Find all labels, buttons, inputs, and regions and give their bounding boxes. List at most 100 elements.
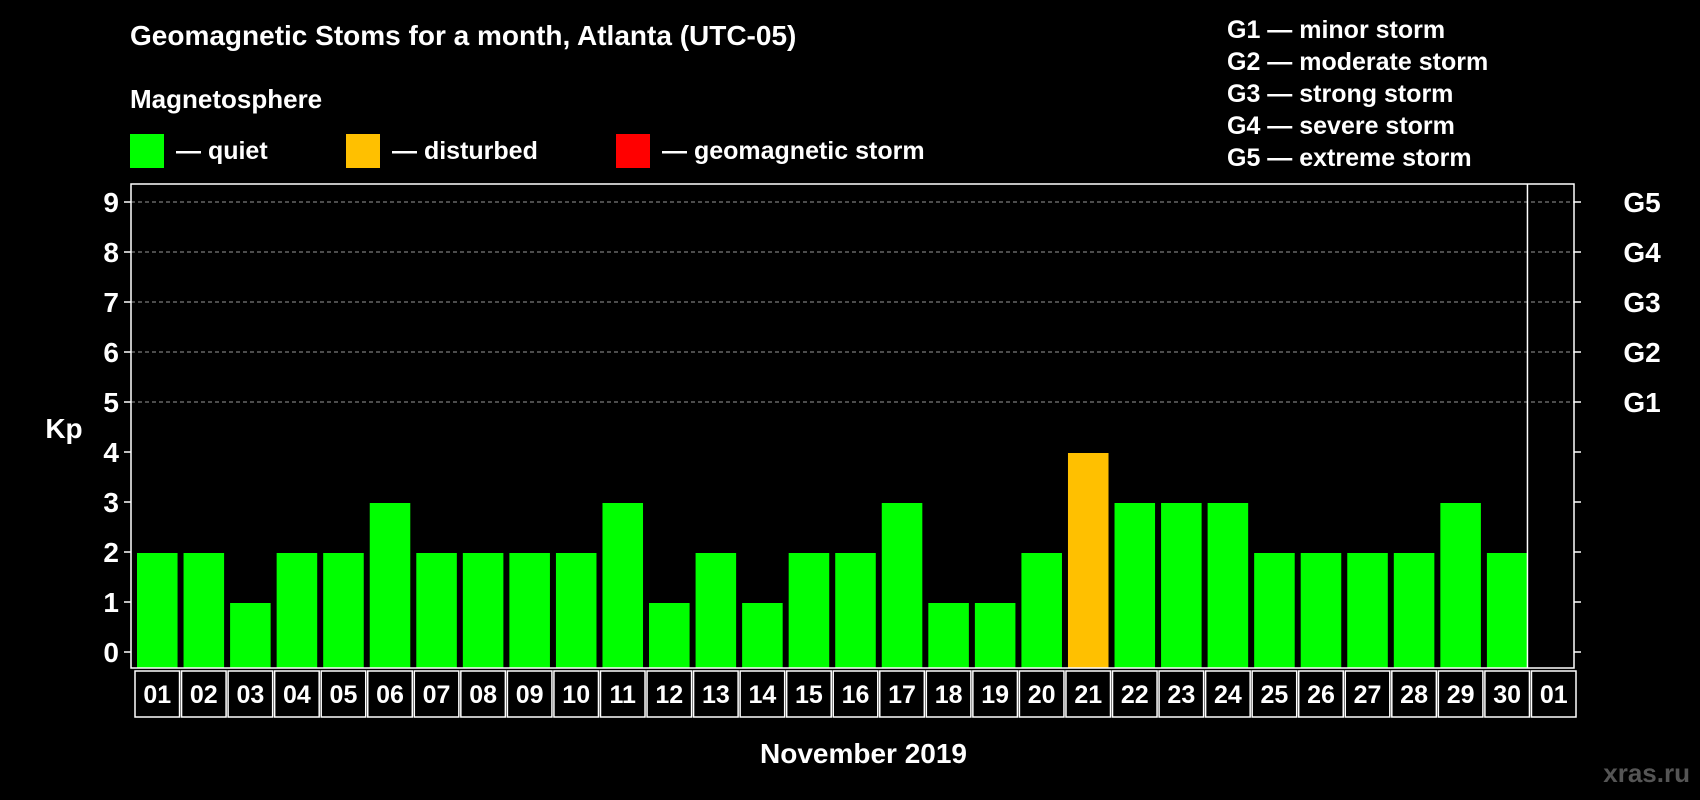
- x-tick-box: [366, 670, 414, 718]
- x-tick-box: [1530, 670, 1577, 718]
- y-tick-label: 0: [103, 637, 119, 668]
- x-tick-label: 13: [702, 681, 730, 709]
- legend-item-quiet: — quiet: [130, 134, 268, 168]
- x-tick-box: [972, 670, 1019, 718]
- x-tick-label: 26: [1307, 681, 1335, 709]
- x-tick-box: [227, 670, 274, 718]
- x-tick-box: [692, 670, 739, 718]
- legend-swatch-storm: [616, 134, 650, 168]
- y-tick-label: 4: [103, 437, 119, 468]
- y-axis-title: Kp: [45, 413, 82, 444]
- kp-bar: [555, 553, 597, 668]
- kp-bar: [602, 503, 644, 668]
- x-tick-box: [785, 670, 832, 718]
- kp-bar: [1440, 503, 1481, 668]
- g-axis-label: G3: [1623, 287, 1660, 318]
- kp-bar: [1114, 503, 1156, 668]
- x-tick-box: [506, 670, 553, 718]
- x-tick-box: [1297, 670, 1345, 718]
- x-tick-box: [832, 670, 879, 718]
- y-tick-label: 9: [103, 187, 119, 218]
- y-tick-label: 2: [103, 537, 119, 568]
- x-tick-box: [1251, 670, 1298, 718]
- x-tick-label: 07: [423, 681, 451, 709]
- x-tick-box: [1437, 670, 1484, 718]
- x-tick-label: 12: [655, 681, 683, 709]
- legend-label-quiet: — quiet: [176, 136, 268, 165]
- x-tick-label: 18: [935, 681, 963, 709]
- y-tick-label: 7: [103, 287, 119, 318]
- g-scale-item: G4 — severe storm: [1227, 112, 1455, 140]
- kp-bar: [649, 603, 690, 668]
- x-tick-label: 08: [469, 681, 497, 709]
- kp-bar: [928, 603, 969, 668]
- x-tick-box: [1204, 670, 1251, 718]
- kp-bar: [1300, 553, 1342, 668]
- x-tick-box: [1484, 670, 1531, 718]
- plot-frame: [130, 183, 1575, 669]
- g-axis-label: G1: [1623, 387, 1660, 418]
- x-tick-label: 25: [1261, 681, 1289, 709]
- x-tick-label: 17: [888, 681, 916, 709]
- kp-bar: [369, 503, 411, 668]
- x-tick-label: 15: [795, 681, 823, 709]
- legend-heading: Magnetosphere: [130, 84, 323, 114]
- kp-bar: [1207, 503, 1249, 668]
- y-tick-label: 6: [103, 337, 119, 368]
- x-tick-box: [1344, 670, 1391, 718]
- kp-bar: [509, 553, 550, 668]
- x-tick-box: [273, 670, 320, 718]
- x-tick-box: [553, 670, 600, 718]
- kp-bar: [788, 553, 830, 668]
- x-tick-box: [879, 670, 926, 718]
- kp-bar: [974, 603, 1016, 668]
- x-tick-box: [1158, 670, 1205, 718]
- x-tick-box: [320, 670, 367, 718]
- kp-bar: [742, 603, 783, 668]
- x-tick-box: [646, 670, 693, 718]
- g-axis-label: G2: [1623, 337, 1660, 368]
- x-tick-box: [180, 670, 227, 718]
- x-tick-label: 01: [143, 681, 171, 709]
- x-tick-box: [1065, 670, 1112, 718]
- x-tick-label: 24: [1214, 681, 1242, 709]
- legend-swatch-quiet: [130, 134, 164, 168]
- legend-swatch-disturbed: [346, 134, 380, 168]
- x-tick-label: 02: [190, 681, 218, 709]
- legend-item-disturbed: — disturbed: [346, 134, 538, 168]
- x-tick-label: 23: [1167, 681, 1195, 709]
- kp-bar: [462, 553, 504, 668]
- x-tick-label: 28: [1400, 681, 1428, 709]
- y-tick-label: 5: [103, 387, 119, 418]
- kp-bar: [1021, 553, 1062, 668]
- x-tick-box: [1391, 670, 1438, 718]
- x-tick-label: 05: [330, 681, 358, 709]
- legend-label-disturbed: — disturbed: [392, 136, 538, 165]
- kp-bar: [1161, 503, 1202, 668]
- kp-bar: [1347, 553, 1388, 668]
- x-tick-label: 09: [516, 681, 544, 709]
- kp-bar: [1393, 553, 1435, 668]
- x-tick-box: [739, 670, 786, 718]
- x-tick-box: [925, 670, 972, 718]
- x-tick-label: 11: [610, 681, 637, 709]
- kp-bar: [137, 553, 178, 668]
- x-tick-box: [460, 670, 507, 718]
- y-tick-label: 1: [103, 587, 119, 618]
- kp-bar: [416, 553, 457, 668]
- x-tick-label: 14: [748, 681, 776, 709]
- x-tick-label: 29: [1447, 681, 1475, 709]
- x-tick-label: 22: [1121, 681, 1149, 709]
- legend-item-storm: — geomagnetic storm: [616, 134, 925, 168]
- x-tick-label: 01: [1540, 681, 1568, 709]
- x-tick-box: [413, 670, 460, 718]
- x-tick-box: [134, 670, 181, 718]
- x-tick-box: [1018, 670, 1065, 718]
- kp-bar: [1067, 453, 1109, 668]
- g-scale-legend: G1 — minor storm G2 — moderate storm G3 …: [1227, 14, 1488, 174]
- g-scale-item: G2 — moderate storm: [1227, 48, 1489, 76]
- kp-bar: [230, 603, 271, 668]
- x-tick-label: 16: [842, 681, 870, 709]
- x-tick-box: [1111, 670, 1158, 718]
